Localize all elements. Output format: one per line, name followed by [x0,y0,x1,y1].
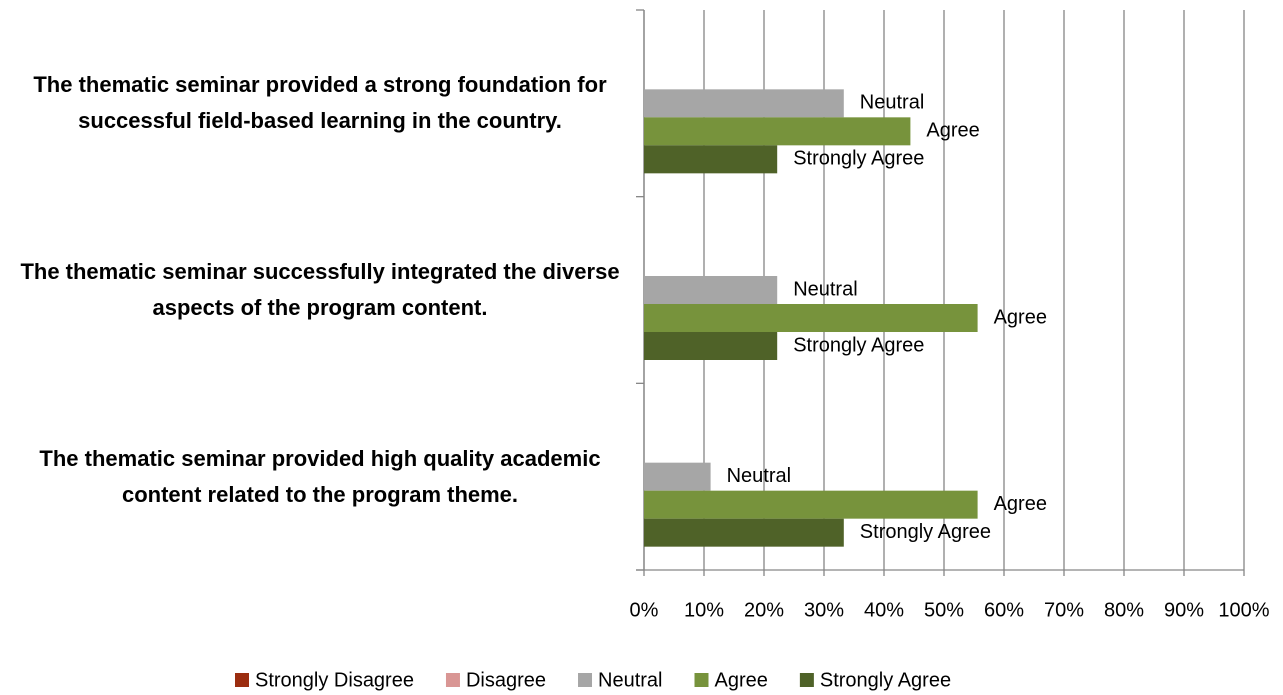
category-label: The thematic seminar provided high quali… [39,445,601,507]
legend-label: Agree [715,669,768,691]
bar [644,276,778,304]
x-tick-label: 20% [744,599,784,621]
legend-label: Disagree [466,669,546,691]
legend-swatch [799,673,814,687]
x-tick-label: 40% [864,599,904,621]
bar [644,332,778,360]
data-label: Agree [994,306,1047,328]
data-label: Neutral [860,92,924,114]
legend-swatch [578,673,593,687]
bar [644,89,844,118]
x-tick-label: 30% [804,599,844,621]
category-label: The thematic seminar successfully integr… [20,259,620,320]
x-tick-label: 70% [1044,599,1084,621]
legend-label: Strongly Agree [820,669,951,691]
legend-label: Neutral [598,669,662,691]
bar [644,117,911,146]
bar [644,145,778,174]
x-tick-label: 90% [1164,599,1204,621]
bar [644,304,978,332]
data-label: Strongly Agree [793,334,924,356]
legend-swatch [694,673,709,687]
x-tick-label: 60% [984,599,1024,621]
x-tick-label: 10% [684,599,724,621]
legend-swatch [445,673,460,687]
category-label: The thematic seminar provided a strong f… [33,72,607,134]
data-label: Agree [926,120,979,142]
bar [644,462,711,491]
x-tick-label: 0% [630,599,659,621]
data-label: Strongly Agree [860,521,991,543]
bar [644,490,978,519]
bar [644,518,844,547]
legend-label: Strongly Disagree [255,669,414,691]
data-label: Neutral [727,465,791,487]
data-label: Neutral [793,278,857,300]
data-label: Agree [994,493,1047,515]
legend-swatch [235,673,249,687]
x-tick-label: 100% [1218,599,1269,621]
data-label: Strongly Agree [793,148,924,170]
x-tick-label: 50% [924,599,964,621]
x-tick-label: 80% [1104,599,1144,621]
